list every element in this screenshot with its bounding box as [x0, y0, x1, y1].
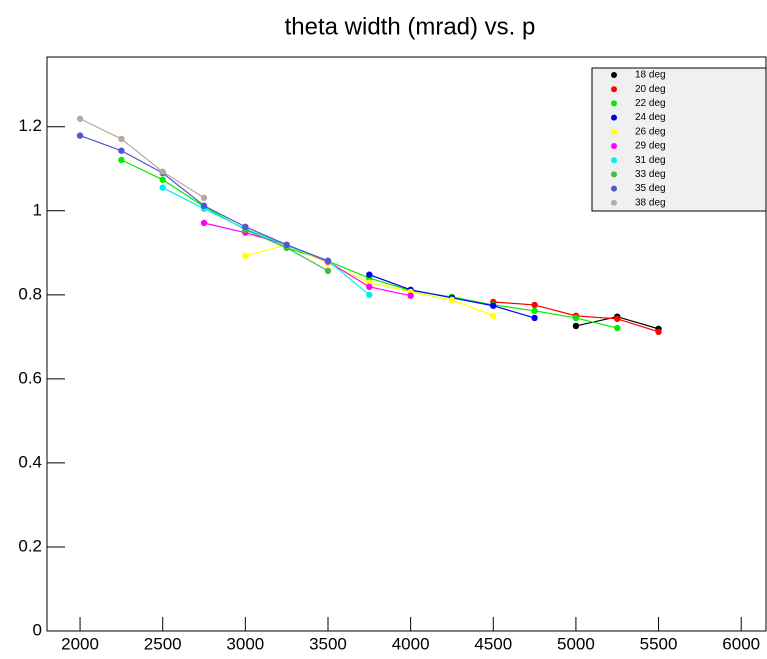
- data-point: [490, 312, 497, 320]
- data-point: [76, 115, 84, 122]
- legend-marker: [611, 143, 617, 149]
- y-tick-label: 0.8: [18, 284, 42, 303]
- y-tick-label: 0: [33, 620, 42, 639]
- data-point: [531, 301, 538, 309]
- data-point: [159, 176, 166, 183]
- data-point: [448, 296, 456, 304]
- x-tick-label: 5500: [640, 634, 678, 653]
- series-line: [121, 159, 618, 329]
- x-tick-label: 4500: [474, 634, 512, 653]
- data-point: [159, 184, 166, 191]
- x-tick-label: 6000: [722, 634, 760, 653]
- data-point: [200, 219, 208, 227]
- legend-label: 18 deg: [635, 70, 666, 81]
- x-tick-label: 3500: [309, 634, 347, 653]
- legend-marker: [611, 100, 617, 107]
- chart-title: theta width (mrad) vs. p: [285, 13, 536, 40]
- data-point: [324, 267, 332, 275]
- legend-marker: [611, 185, 617, 192]
- data-point: [76, 132, 84, 139]
- data-point: [118, 147, 125, 154]
- data-point: [324, 257, 332, 264]
- legend-label: 20 deg: [635, 84, 666, 95]
- data-point: [490, 302, 497, 309]
- data-point: [159, 168, 166, 175]
- legend-marker: [611, 128, 617, 135]
- data-point: [614, 324, 621, 332]
- y-tick-label: 0.2: [18, 536, 42, 555]
- legend-marker: [611, 157, 617, 164]
- data-point: [200, 202, 208, 209]
- data-point: [572, 314, 580, 322]
- legend-marker: [611, 72, 617, 78]
- data-point: [655, 328, 662, 336]
- y-tick-label: 1.2: [18, 116, 42, 135]
- data-point: [366, 271, 373, 278]
- y-tick-label: 0.4: [18, 452, 42, 471]
- data-point: [283, 241, 290, 249]
- data-point: [118, 156, 125, 164]
- legend-label: 38 deg: [635, 197, 666, 208]
- data-point: [572, 322, 580, 330]
- series-line: [162, 187, 370, 296]
- data-point: [118, 135, 125, 143]
- legend-label: 22 deg: [635, 98, 666, 109]
- data-point: [531, 307, 538, 315]
- legend-label: 26 deg: [635, 126, 666, 137]
- legend-label: 35 deg: [635, 183, 666, 194]
- y-tick-label: 1: [33, 200, 42, 219]
- legend-box: [591, 67, 767, 212]
- data-point: [242, 223, 249, 230]
- legend-label: 31 deg: [635, 155, 666, 166]
- series-line: [79, 118, 205, 199]
- data-point: [531, 314, 538, 322]
- data-point: [407, 292, 414, 299]
- x-tick-label: 2000: [61, 634, 99, 653]
- plot-frame: [46, 56, 767, 632]
- legend-marker: [611, 114, 617, 121]
- x-tick-label: 3000: [226, 634, 264, 653]
- x-tick-label: 5000: [557, 634, 595, 653]
- legend-label: 29 deg: [635, 141, 666, 152]
- y-tick-label: 0.6: [18, 368, 42, 387]
- legend-marker: [611, 86, 617, 93]
- data-point: [366, 283, 373, 291]
- legend-label: 24 deg: [635, 112, 666, 123]
- data-point: [366, 291, 373, 299]
- legend-marker: [611, 199, 617, 206]
- data-point: [242, 252, 249, 259]
- data-point: [614, 315, 621, 322]
- data-point: [200, 194, 208, 201]
- legend-label: 33 deg: [635, 169, 666, 180]
- x-tick-label: 2500: [144, 634, 182, 653]
- legend-marker: [611, 171, 617, 178]
- x-tick-label: 4000: [392, 634, 430, 653]
